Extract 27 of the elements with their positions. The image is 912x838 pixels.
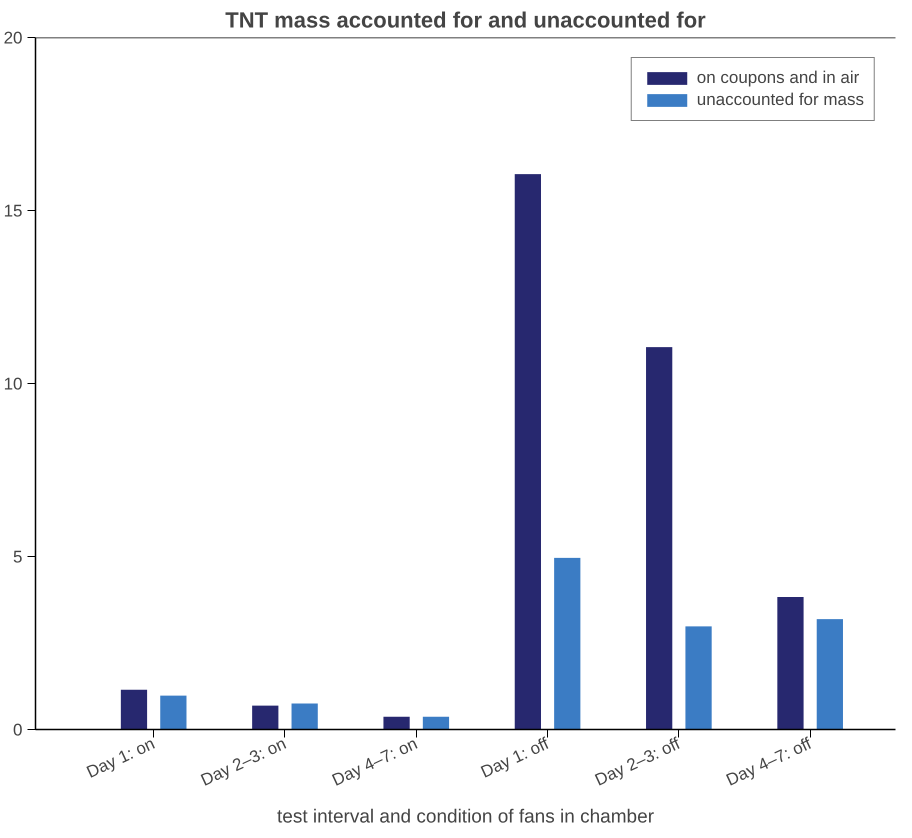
x-tick-label: Day 1: on	[84, 734, 158, 782]
bar	[816, 619, 843, 730]
bar	[160, 696, 186, 730]
x-tick-label: Day 2–3: on	[198, 734, 289, 790]
bar	[422, 716, 450, 730]
legend-label: unaccounted for mass	[696, 90, 864, 110]
bar	[252, 706, 278, 730]
x-tick-label: Day 4–7: on	[329, 734, 420, 790]
bar	[514, 174, 541, 730]
y-tick-label: 15	[4, 202, 23, 220]
x-tick-label: Day 1: off	[478, 734, 552, 782]
y-tick-label: 10	[4, 374, 23, 394]
x-axis-title: test interval and condition of fans in chamber	[276, 806, 655, 828]
bar	[120, 690, 148, 730]
x-tick-label: Day 2–3: off	[592, 734, 684, 790]
y-tick-label: 0	[13, 720, 23, 740]
bar	[646, 347, 672, 730]
bar	[292, 704, 318, 730]
bar	[777, 596, 804, 730]
y-tick-label: 5	[13, 548, 23, 566]
x-tick-label: Day 4–7: off	[723, 734, 814, 790]
legend-label: on coupons and in air	[696, 68, 860, 88]
bar	[383, 716, 410, 730]
chart-title: TNT mass accounted for and unaccounted for	[225, 8, 706, 32]
bar	[554, 558, 580, 730]
y-tick-label: 20	[4, 28, 23, 48]
bar	[685, 626, 712, 730]
